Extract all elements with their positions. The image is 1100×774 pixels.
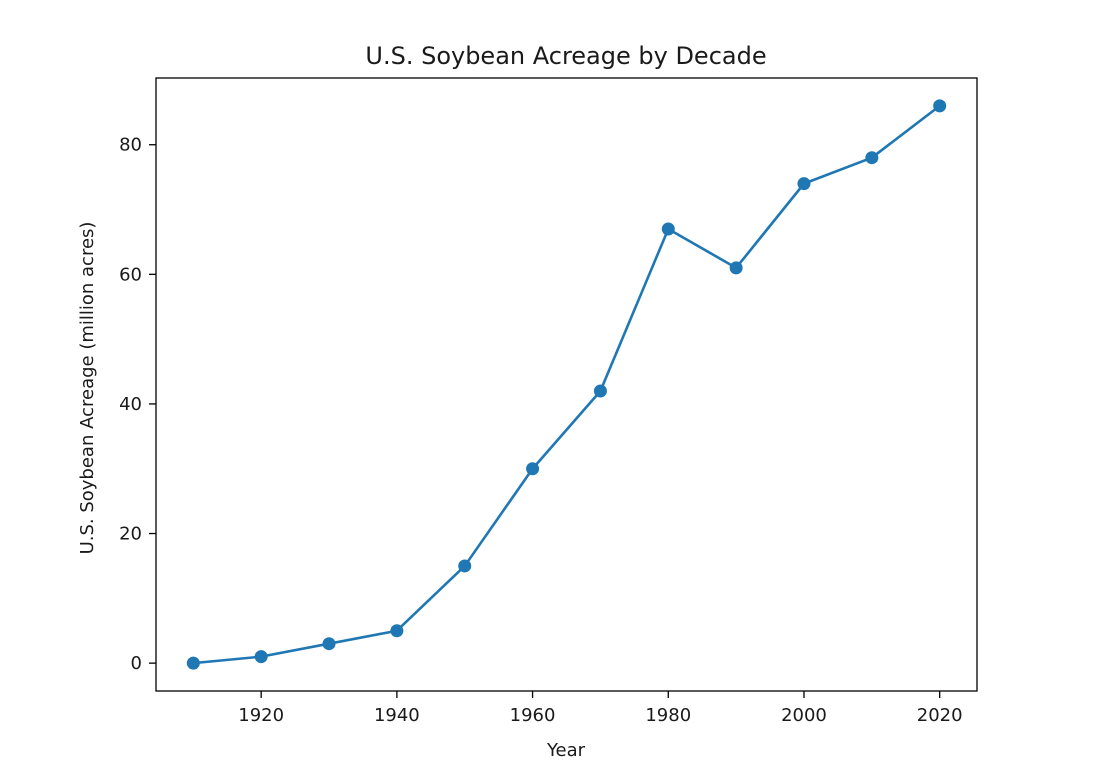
x-axis-label: Year [546,740,586,761]
data-point [390,624,404,638]
y-tick-label: 80 [119,135,142,156]
plot-area: 1920 1940 1960 1980 2000 2020 0 20 40 60 80 [119,77,978,726]
x-tick-label: 1960 [510,705,556,726]
data-point [593,384,607,398]
data-point [186,656,200,670]
data-point [865,151,879,165]
data-point [729,261,743,275]
y-tick-label: 60 [119,264,142,285]
x-tick-label: 1980 [645,705,691,726]
y-tick-label: 20 [119,524,142,545]
data-point [661,222,675,236]
x-tick-label: 2020 [917,705,963,726]
data-point [322,637,336,651]
x-tick-label: 1940 [374,705,420,726]
chart-title: U.S. Soybean Acreage by Decade [365,42,766,70]
data-point [933,99,947,113]
data-point [254,650,268,664]
x-tick-label: 2000 [781,705,827,726]
y-tick-label: 0 [131,653,142,674]
series-line [192,104,941,665]
y-tick-label: 40 [119,394,142,415]
plot-frame [155,77,978,692]
data-point [526,462,540,476]
data-point [458,559,472,573]
data-point [797,177,811,191]
y-axis-label: U.S. Soybean Acreage (million acres) [77,222,98,555]
x-tick-label: 1920 [238,705,284,726]
